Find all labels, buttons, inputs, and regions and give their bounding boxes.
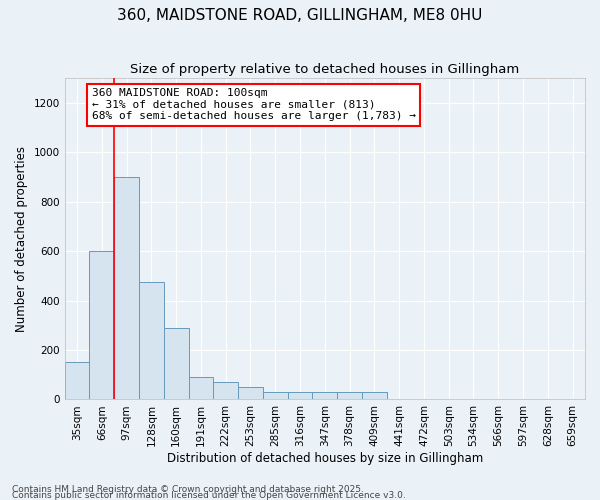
Text: Contains public sector information licensed under the Open Government Licence v3: Contains public sector information licen… — [12, 492, 406, 500]
Y-axis label: Number of detached properties: Number of detached properties — [15, 146, 28, 332]
Bar — [139, 282, 164, 400]
Text: 360, MAIDSTONE ROAD, GILLINGHAM, ME8 0HU: 360, MAIDSTONE ROAD, GILLINGHAM, ME8 0HU — [118, 8, 482, 22]
Bar — [287, 392, 313, 400]
Title: Size of property relative to detached houses in Gillingham: Size of property relative to detached ho… — [130, 62, 520, 76]
Bar — [337, 392, 362, 400]
Bar — [164, 328, 188, 400]
Bar — [188, 377, 214, 400]
Bar — [263, 392, 287, 400]
Bar — [65, 362, 89, 400]
Bar — [238, 387, 263, 400]
Bar — [362, 392, 387, 400]
Text: 360 MAIDSTONE ROAD: 100sqm
← 31% of detached houses are smaller (813)
68% of sem: 360 MAIDSTONE ROAD: 100sqm ← 31% of deta… — [92, 88, 416, 121]
Bar — [114, 177, 139, 400]
Bar — [313, 392, 337, 400]
X-axis label: Distribution of detached houses by size in Gillingham: Distribution of detached houses by size … — [167, 452, 483, 465]
Bar — [89, 251, 114, 400]
Bar — [214, 382, 238, 400]
Text: Contains HM Land Registry data © Crown copyright and database right 2025.: Contains HM Land Registry data © Crown c… — [12, 485, 364, 494]
